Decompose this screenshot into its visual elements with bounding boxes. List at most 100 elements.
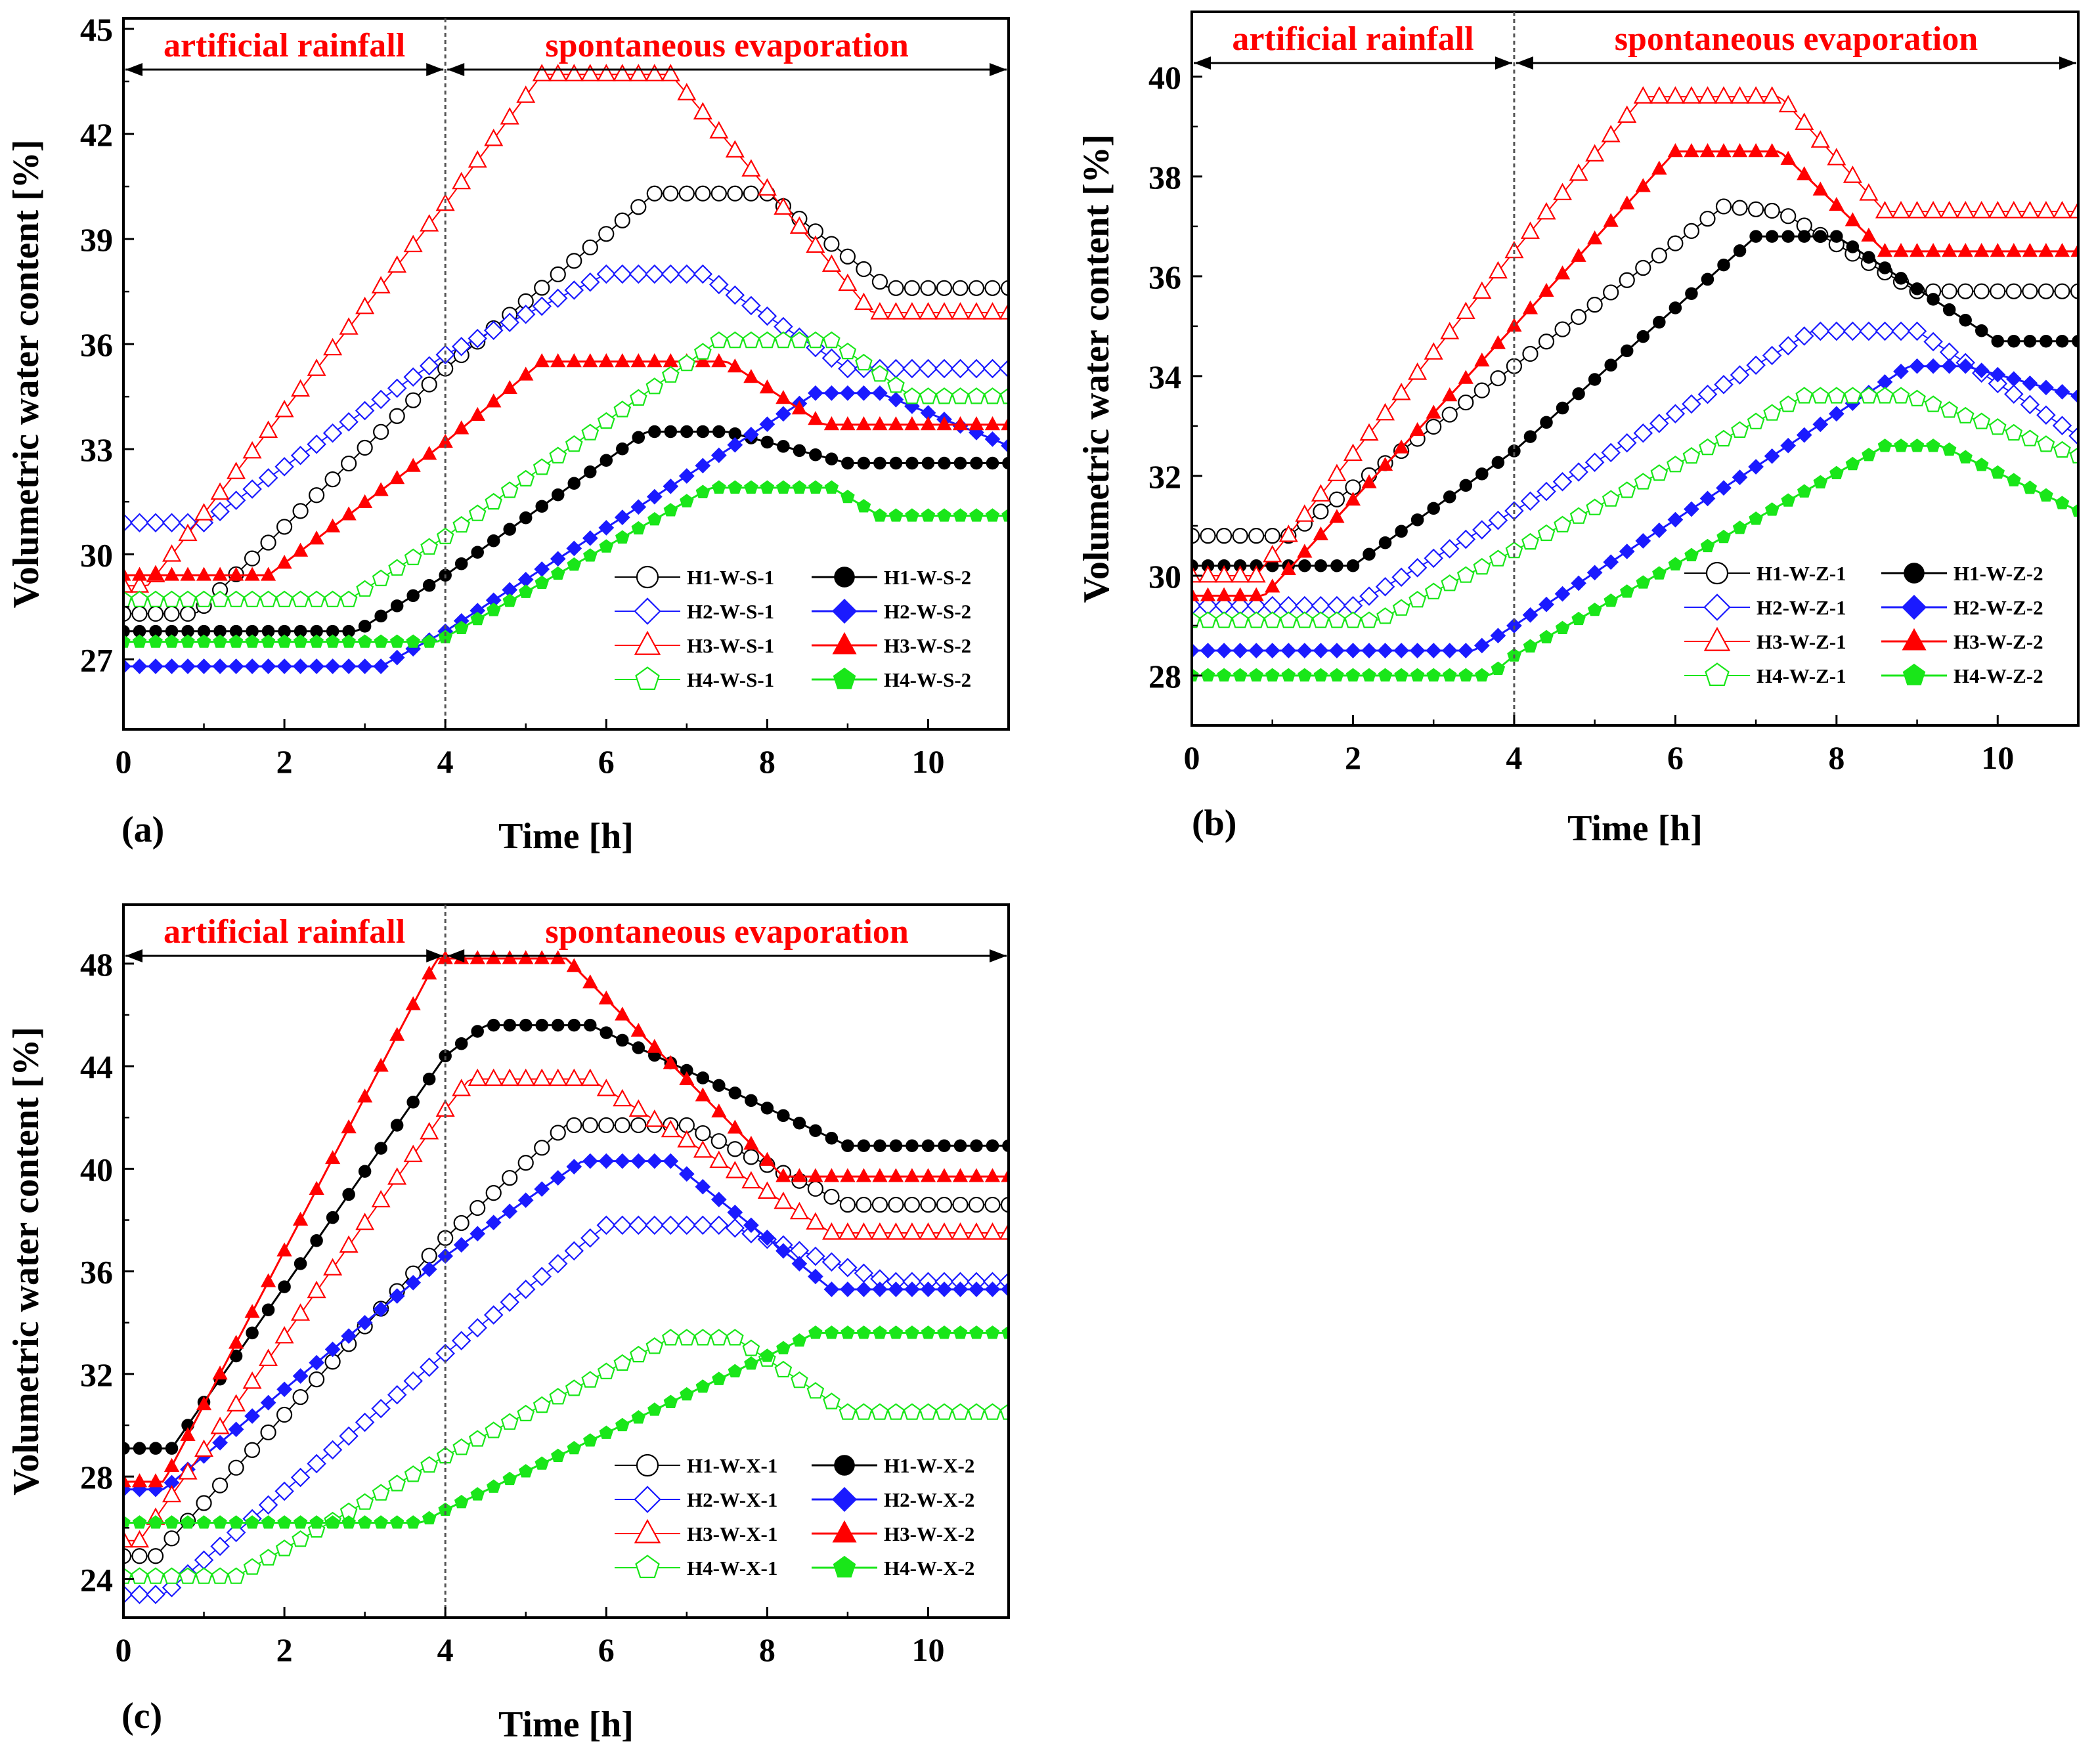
legend-label: H1-W-S-1 <box>687 566 774 589</box>
data-point-H3-W-S-2 <box>389 470 405 484</box>
data-point-H3-W-X-2 <box>341 1119 357 1134</box>
data-point-H2-W-X-1 <box>548 1254 568 1274</box>
data-point-H4-W-S-1 <box>131 590 148 607</box>
data-point-H4-W-S-1 <box>630 389 647 406</box>
data-point-H2-W-S-1 <box>677 264 697 284</box>
data-point-H1-W-X-1 <box>485 1184 502 1201</box>
data-point-H1-W-S-1 <box>405 392 422 408</box>
data-point-H2-W-S-1 <box>532 296 552 316</box>
data-point-H3-W-Z-2 <box>1248 587 1264 601</box>
data-point-H3-W-X-2 <box>309 1180 324 1195</box>
data-point-H4-W-X-1 <box>452 1438 470 1455</box>
data-point-H3-W-S-2 <box>341 506 357 521</box>
data-point-H1-W-S-2 <box>760 435 774 449</box>
data-point-H4-W-S-1 <box>645 377 664 395</box>
data-point-H4-W-S-2 <box>760 480 775 494</box>
legend-label: H2-W-S-2 <box>884 600 971 623</box>
data-point-H4-W-Z-2 <box>1571 611 1586 626</box>
data-point-H1-W-Z-1 <box>1215 528 1233 544</box>
data-point-H4-W-Z-1 <box>1247 611 1265 628</box>
data-point-H4-W-Z-1 <box>1682 446 1701 464</box>
data-point-H2-W-Z-1 <box>1697 384 1718 404</box>
data-point-H4-W-Z-1 <box>1860 387 1878 404</box>
data-point-H4-W-S-1 <box>307 590 326 607</box>
data-point-H1-W-X-2 <box>600 1026 613 1039</box>
data-point-H2-W-X-1 <box>451 1331 471 1350</box>
data-point-H1-W-X-1 <box>614 1117 630 1134</box>
data-point-H1-W-Z-2 <box>1378 536 1392 549</box>
data-point-H2-W-X-1 <box>693 1215 713 1236</box>
data-point-H4-W-X-2 <box>470 1487 485 1501</box>
legend-label: H3-W-S-2 <box>884 634 971 657</box>
data-point-H1-W-Z-1 <box>1747 201 1764 217</box>
data-point-H3-W-X-1 <box>323 1258 343 1276</box>
data-point-H1-W-Z-1 <box>1458 394 1474 411</box>
data-point-H2-W-X-1 <box>274 1481 294 1501</box>
data-point-H3-W-Z-2 <box>1780 150 1796 165</box>
data-point-H3-W-S-2 <box>566 353 582 368</box>
data-point-H2-W-Z-2 <box>1990 366 2006 383</box>
data-point-H1-W-S-2 <box>889 456 903 470</box>
data-point-H1-W-Z-1 <box>1328 491 1345 507</box>
data-point-H2-W-X-2 <box>1001 1281 1009 1297</box>
data-point-H2-W-Z-1 <box>1875 321 1895 341</box>
data-point-H4-W-S-1 <box>292 590 309 607</box>
data-point-H4-W-Z-1 <box>1844 387 1862 404</box>
data-point-H4-W-X-1 <box>791 1371 808 1388</box>
data-point-H2-W-S-2 <box>710 447 727 463</box>
data-point-H2-W-S-2 <box>823 385 840 401</box>
data-point-H1-W-X-2 <box>584 1018 597 1032</box>
data-point-H1-W-X-2 <box>986 1139 999 1152</box>
legend-entry-H2-W-X-1: H2-W-X-1 <box>615 1486 777 1513</box>
data-point-H3-W-S-1 <box>420 214 439 232</box>
data-point-H4-W-S-2 <box>615 530 630 544</box>
data-point-H1-W-X-2 <box>551 1018 565 1032</box>
data-point-H4-W-X-1 <box>372 1484 390 1501</box>
data-point-H4-W-Z-2 <box>1716 529 1731 544</box>
data-point-H1-W-X-2 <box>471 1025 484 1038</box>
data-point-H2-W-S-1 <box>902 358 922 379</box>
data-point-H3-W-Z-2 <box>1297 544 1313 558</box>
data-point-H3-W-Z-2 <box>1265 578 1280 593</box>
data-point-H2-W-S-1 <box>548 288 568 309</box>
data-point-H2-W-S-1 <box>821 348 842 368</box>
data-point-H4-W-X-2 <box>695 1379 710 1393</box>
data-point-H1-W-Z-1 <box>1313 504 1329 520</box>
data-point-H4-W-Z-1 <box>1279 611 1298 628</box>
data-point-H2-W-S-1 <box>918 358 938 379</box>
data-point-H1-W-Z-2 <box>1427 502 1440 515</box>
data-point-H3-W-S-2 <box>872 416 888 431</box>
data-point-H3-W-S-1 <box>178 523 198 542</box>
data-point-H1-W-X-2 <box>745 1094 758 1108</box>
data-point-H4-W-S-2 <box>712 480 726 494</box>
legend-marker <box>832 1520 857 1543</box>
data-point-H3-W-S-2 <box>244 567 260 581</box>
data-point-H2-W-X-1 <box>483 1305 504 1325</box>
data-point-H4-W-X-2 <box>535 1456 549 1470</box>
data-point-H1-W-X-2 <box>760 1102 774 1115</box>
data-point-H2-W-Z-1 <box>1391 567 1411 587</box>
data-point-H2-W-X-2 <box>727 1204 743 1220</box>
data-point-H3-W-X-2 <box>292 1211 309 1226</box>
data-point-H1-W-X-1 <box>743 1149 759 1165</box>
data-point-H2-W-S-2 <box>196 658 212 674</box>
data-point-H1-W-S-2 <box>664 425 678 439</box>
data-point-H2-W-Z-1 <box>1424 548 1443 569</box>
data-point-H2-W-X-1 <box>709 1215 729 1236</box>
legend-marker <box>1901 594 1927 620</box>
data-point-H3-W-Z-1 <box>1456 301 1475 319</box>
data-point-H4-W-S-2 <box>551 566 565 580</box>
data-point-H1-W-Z-2 <box>1443 490 1456 504</box>
data-point-H4-W-Z-1 <box>1940 401 1958 418</box>
data-point-H2-W-Z-2 <box>1619 544 1635 559</box>
data-point-H3-W-Z-2 <box>1764 143 1780 158</box>
data-point-H1-W-X-2 <box>841 1139 854 1152</box>
data-point-H3-W-S-2 <box>180 567 196 581</box>
data-point-H3-W-S-2 <box>228 567 244 581</box>
data-point-H1-W-X-2 <box>165 1442 179 1455</box>
data-point-H3-W-S-2 <box>550 353 566 368</box>
data-point-H1-W-X-2 <box>133 1442 146 1455</box>
data-point-H2-W-S-2 <box>808 385 823 401</box>
data-point-H3-W-S-2 <box>775 390 791 404</box>
data-point-H4-W-X-1 <box>227 1567 245 1584</box>
